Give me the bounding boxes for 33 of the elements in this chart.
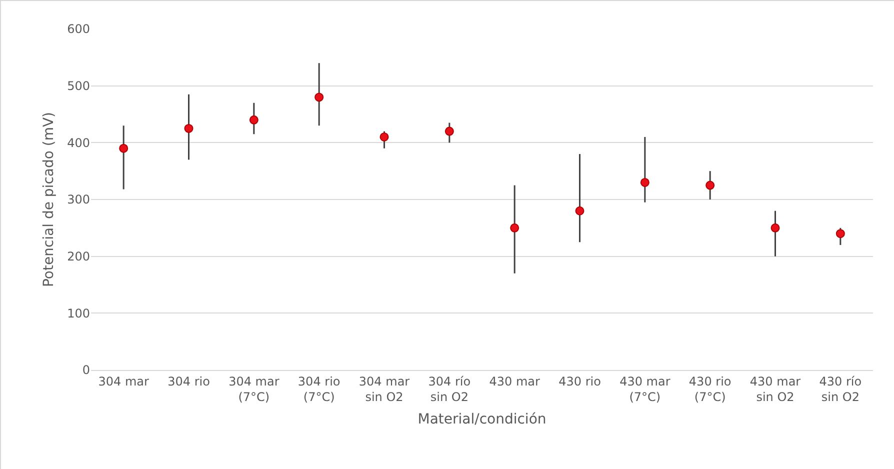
y-tick-label: 300 xyxy=(67,192,90,207)
point xyxy=(706,180,715,190)
x-tick-label: 304 mar sin O2 xyxy=(358,374,410,404)
x-tick-label: 304 mar xyxy=(98,374,149,388)
point xyxy=(380,132,389,142)
x-tick-label: 304 rio xyxy=(168,374,210,388)
point xyxy=(575,206,584,216)
point xyxy=(249,115,258,124)
point xyxy=(119,144,128,153)
y-tick-label: 500 xyxy=(67,79,90,94)
y-tick-label: 600 xyxy=(67,22,90,36)
point xyxy=(510,223,520,232)
point xyxy=(836,229,845,238)
x-tick-label: 430 río sin O2 xyxy=(819,374,862,404)
x-tick-label: 304 mar (7°C) xyxy=(228,374,280,404)
point xyxy=(640,178,650,187)
y-axis-title: Potencial de picado (mV) xyxy=(41,112,57,288)
point xyxy=(314,92,324,102)
point xyxy=(184,124,194,133)
point xyxy=(770,223,780,232)
y-tick-label: 200 xyxy=(67,250,90,264)
y-tick-label: 100 xyxy=(67,306,90,320)
y-tick-label: 0 xyxy=(82,363,90,378)
x-tick-label: 430 mar sin O2 xyxy=(750,374,801,404)
y-tick-label: 400 xyxy=(67,136,90,150)
x-tick-label: 304 rio (7°C) xyxy=(298,374,340,404)
x-tick-label: 430 rio (7°C) xyxy=(688,374,732,404)
x-axis-title: Material/condición xyxy=(418,411,546,428)
point xyxy=(444,126,454,136)
x-tick-label: 430 rio xyxy=(558,374,601,388)
x-tick-label: 430 mar (7°C) xyxy=(620,374,670,404)
x-tick-label: 304 río sin O2 xyxy=(428,374,471,404)
x-tick-label: 430 mar xyxy=(489,374,540,388)
